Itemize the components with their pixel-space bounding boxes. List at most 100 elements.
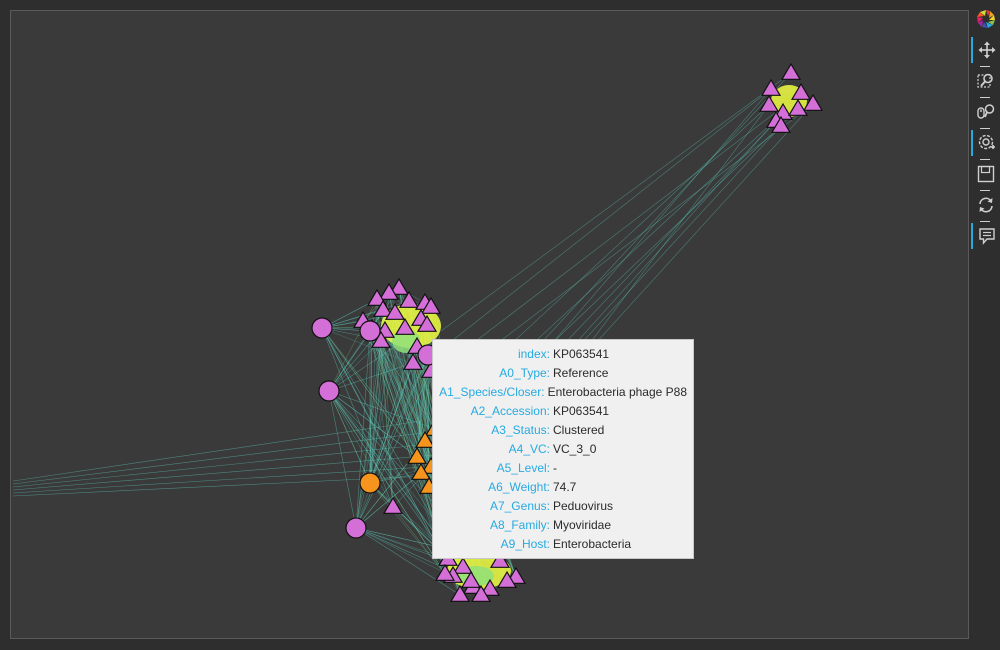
triangle-node[interactable]	[787, 98, 809, 116]
tooltip-row: A8_Family: Myoviridae	[439, 516, 687, 535]
nodes-layer[interactable]	[311, 62, 824, 602]
triangle-node[interactable]	[434, 563, 456, 581]
tooltip-key: A7_Genus:	[489, 499, 550, 513]
edge	[447, 88, 772, 345]
triangle-node[interactable]	[416, 314, 438, 332]
tooltip-value: 74.7	[553, 480, 577, 494]
edge	[355, 354, 429, 529]
triangle-node[interactable]	[410, 462, 432, 480]
triangle-node[interactable]	[470, 584, 492, 602]
triangle-node[interactable]	[414, 430, 436, 448]
tap-tool-button[interactable]	[971, 130, 1000, 156]
triangle-node[interactable]	[449, 584, 471, 602]
edge	[412, 362, 426, 442]
tooltip-value: KP063541	[553, 404, 610, 418]
tooltip-row: A5_Level: -	[439, 459, 687, 478]
tap-icon	[978, 134, 995, 150]
toolbar-divider	[980, 190, 990, 191]
edge	[12, 420, 422, 482]
triangle-node[interactable]	[378, 282, 400, 300]
triangle-node[interactable]	[382, 496, 404, 514]
toolbar-divider	[980, 128, 990, 129]
triangle-node[interactable]	[372, 299, 394, 317]
edge	[392, 506, 446, 575]
circle-node[interactable]	[345, 517, 367, 539]
tooltip-row: A6_Weight: 74.7	[439, 478, 687, 497]
triangle-node[interactable]	[760, 78, 782, 96]
triangle-node[interactable]	[479, 578, 501, 596]
tooltip-value: Peduovirus	[553, 499, 614, 513]
tooltip-value: KP063541	[553, 347, 610, 361]
box-zoom-tool-button[interactable]	[971, 68, 1000, 94]
circle-node[interactable]	[318, 380, 340, 402]
circle-node[interactable]	[311, 317, 333, 339]
edge	[12, 475, 427, 497]
tooltip-key: A3_Status:	[491, 423, 550, 437]
pan-tool-button[interactable]	[971, 37, 1000, 63]
triangle-node[interactable]	[758, 94, 780, 112]
tooltip-value: VC_3_0	[553, 442, 597, 456]
triangle-node[interactable]	[420, 296, 442, 314]
bokeh-logo[interactable]	[971, 6, 1000, 32]
triangle-node[interactable]	[790, 82, 812, 100]
circle-node[interactable]	[359, 320, 381, 342]
edge	[369, 340, 382, 484]
edge	[355, 472, 422, 529]
edge	[355, 527, 461, 596]
edge	[12, 442, 440, 488]
plot-toolbar	[971, 6, 1000, 646]
triangle-node[interactable]	[370, 330, 392, 348]
triangle-node[interactable]	[452, 556, 474, 574]
tooltip-value: Enterobacteria phage P88	[547, 385, 687, 399]
edge	[321, 327, 394, 508]
tooltip-key: A0_Type:	[499, 366, 550, 380]
triangle-node[interactable]	[366, 288, 388, 306]
triangle-node[interactable]	[388, 277, 410, 295]
tooltip-row: A1_Species/Closer: Enterobacteria phage P…	[439, 383, 687, 402]
edge	[328, 340, 382, 392]
triangle-node[interactable]	[406, 446, 428, 464]
toolbar-divider	[980, 66, 990, 67]
edge	[328, 390, 436, 430]
triangle-node[interactable]	[402, 352, 424, 370]
hover-tool-button[interactable]	[971, 223, 1000, 249]
bokeh-logo-icon	[976, 10, 995, 28]
edge	[461, 103, 814, 371]
tooltip-row: A9_Host: Enterobacteria	[439, 535, 687, 554]
triangle-node[interactable]	[394, 317, 416, 335]
tooltip-row: index: KP063541	[439, 345, 687, 364]
triangle-node[interactable]	[460, 570, 482, 588]
tooltip-row: A4_VC: VC_3_0	[439, 440, 687, 459]
triangle-node[interactable]	[489, 550, 511, 568]
edge	[321, 327, 418, 458]
reset-tool-button[interactable]	[971, 192, 1000, 218]
edge	[328, 390, 446, 575]
edge	[454, 92, 802, 358]
tooltip-key: A5_Level:	[496, 461, 550, 475]
edge	[328, 390, 394, 508]
edge	[371, 328, 394, 508]
edge	[380, 340, 394, 508]
edge	[328, 390, 371, 484]
triangle-node[interactable]	[398, 290, 420, 308]
tooltip-key: A8_Family:	[489, 518, 550, 532]
edge	[328, 362, 414, 392]
tooltip-key: A4_VC:	[508, 442, 550, 456]
edge	[355, 340, 382, 529]
edge	[321, 309, 384, 329]
save-tool-button[interactable]	[971, 161, 1000, 187]
triangle-node[interactable]	[384, 302, 406, 320]
edge	[369, 328, 373, 484]
edge	[440, 72, 792, 332]
tooltip-row: A7_Genus: Peduovirus	[439, 497, 687, 516]
triangle-node[interactable]	[780, 62, 802, 80]
hover-tooltip: index: KP063541 A0_Type: Reference A1_Specie…	[432, 339, 694, 559]
triangle-node[interactable]	[496, 570, 518, 588]
save-icon	[977, 165, 994, 183]
edge	[468, 104, 770, 384]
wheel-zoom-tool-button[interactable]	[971, 99, 1000, 125]
tooltip-row: A0_Type: Reference	[439, 364, 687, 383]
triangle-node[interactable]	[770, 115, 792, 133]
circle-node[interactable]	[359, 472, 381, 494]
triangle-node[interactable]	[802, 93, 824, 111]
